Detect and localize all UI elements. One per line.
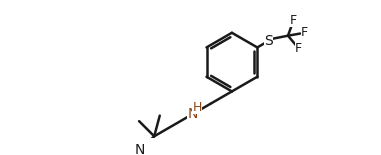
Text: N: N bbox=[135, 143, 145, 155]
Text: S: S bbox=[264, 34, 273, 48]
Text: H: H bbox=[193, 101, 202, 114]
Text: F: F bbox=[290, 14, 297, 27]
Text: F: F bbox=[295, 42, 302, 55]
Text: F: F bbox=[301, 26, 308, 39]
Text: N: N bbox=[187, 107, 198, 121]
